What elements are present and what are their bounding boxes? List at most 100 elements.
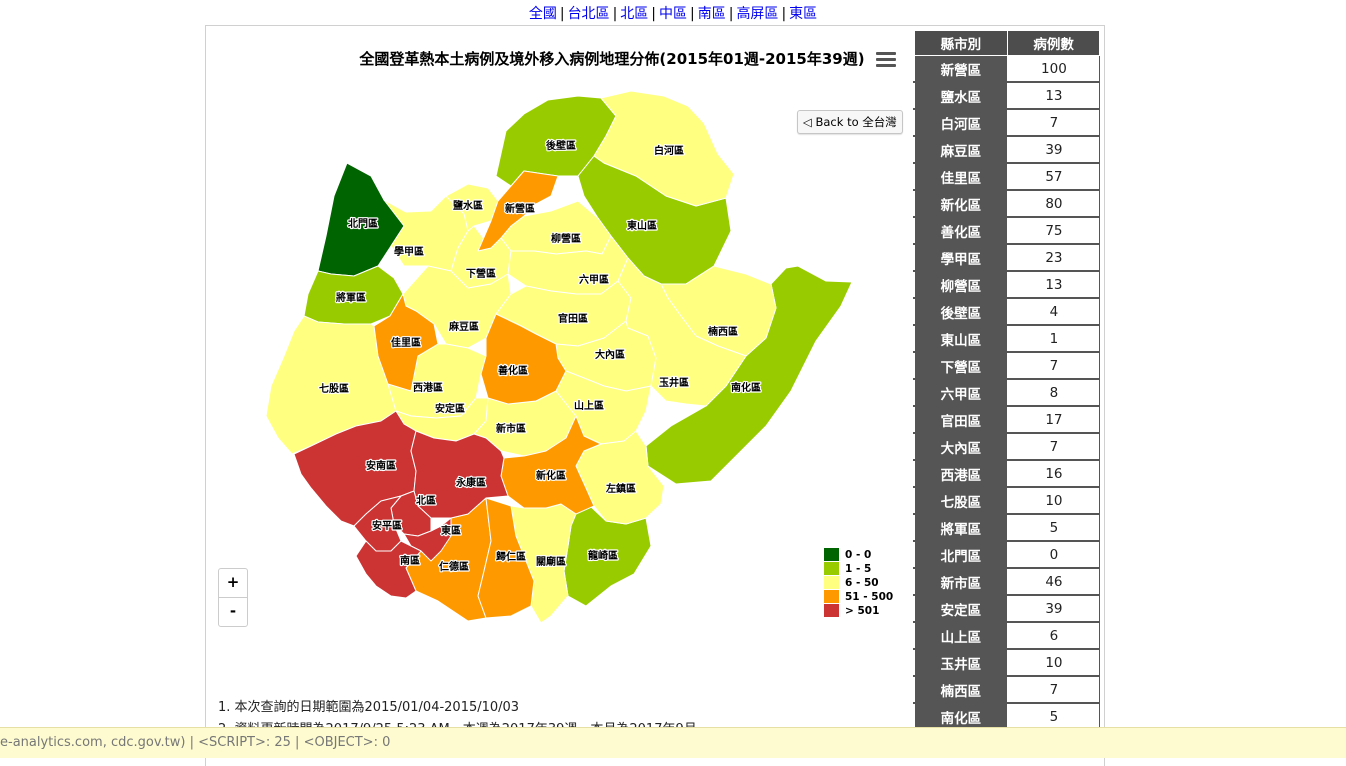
nav-separator: | bbox=[612, 6, 618, 22]
district-name-cell: 善化區 bbox=[913, 217, 1009, 245]
nav-link[interactable]: 台北區 bbox=[567, 6, 610, 22]
district-region[interactable] bbox=[410, 430, 509, 519]
case-count-cell: 75 bbox=[1007, 217, 1100, 245]
district-region[interactable] bbox=[477, 170, 559, 252]
table-row: 麻豆區 39 bbox=[913, 136, 1100, 164]
table-row: 玉井區 10 bbox=[913, 649, 1100, 677]
district-label: 安定區 bbox=[435, 402, 465, 415]
district-name-cell: 新化區 bbox=[913, 190, 1009, 218]
district-label: 鹽水區 bbox=[453, 199, 483, 212]
case-count-table-container[interactable]: 縣市別 病例數 新營區 100 鹽水區 13 白河區 7 麻豆區 39 佳里區 57 新化區 80 善化… bbox=[913, 30, 1101, 757]
table-row: 七股區 10 bbox=[913, 487, 1100, 515]
nav-separator: | bbox=[690, 6, 695, 22]
table-row: 將軍區 5 bbox=[913, 514, 1100, 542]
case-count-cell: 80 bbox=[1007, 190, 1100, 218]
district-name-cell: 將軍區 bbox=[913, 514, 1009, 542]
district-shapes bbox=[265, 90, 853, 624]
legend-swatch bbox=[824, 604, 839, 617]
district-region[interactable] bbox=[480, 313, 567, 405]
case-count-cell: 7 bbox=[1007, 676, 1100, 704]
back-to-taiwan-button[interactable]: ◁ Back to 全台灣 bbox=[797, 110, 903, 134]
district-region[interactable] bbox=[617, 257, 747, 407]
case-count-cell: 16 bbox=[1007, 460, 1100, 488]
district-label: 北門區 bbox=[348, 217, 378, 230]
zoom-out-button[interactable]: - bbox=[219, 597, 247, 626]
legend-label: > 501 bbox=[845, 605, 880, 617]
nav-link[interactable]: 全國 bbox=[528, 6, 557, 22]
district-name-cell: 北門區 bbox=[913, 541, 1009, 569]
nav-link[interactable]: 東區 bbox=[789, 6, 818, 22]
district-label: 安南區 bbox=[366, 459, 396, 472]
district-name-cell: 六甲區 bbox=[913, 379, 1009, 407]
case-count-cell: 1 bbox=[1007, 325, 1100, 353]
district-label: 安平區 bbox=[372, 519, 402, 532]
district-name-cell: 山上區 bbox=[913, 622, 1009, 650]
zoom-in-button[interactable]: + bbox=[226, 573, 240, 591]
table-row: 新化區 80 bbox=[913, 190, 1100, 218]
table-row: 東山區 1 bbox=[913, 325, 1100, 353]
case-count-cell: 100 bbox=[1007, 55, 1100, 83]
district-label: 新化區 bbox=[536, 469, 566, 482]
district-label: 新市區 bbox=[496, 422, 526, 435]
nav-link[interactable]: 北區 bbox=[620, 6, 649, 22]
district-label: 南化區 bbox=[731, 381, 761, 394]
case-count-cell: 6 bbox=[1007, 622, 1100, 650]
nav-link[interactable]: 南區 bbox=[697, 6, 726, 22]
district-name-cell: 白河區 bbox=[913, 109, 1009, 137]
table-row: 安定區 39 bbox=[913, 595, 1100, 623]
header-district[interactable]: 縣市別 bbox=[913, 30, 1009, 56]
district-map[interactable]: 北門區將軍區後壁區東山區南化區龍崎區白河區鹽水區學甲區柳營區下營區六甲區麻豆區官… bbox=[206, 26, 1104, 666]
legend-item[interactable]: 1 - 5 bbox=[824, 562, 893, 576]
case-count-table: 縣市別 病例數 新營區 100 鹽水區 13 白河區 7 麻豆區 39 佳里區 57 新化區 80 善化… bbox=[913, 30, 1100, 731]
nav-separator: | bbox=[559, 6, 565, 22]
district-region[interactable] bbox=[477, 497, 535, 619]
legend-swatch bbox=[824, 576, 839, 589]
district-label: 官田區 bbox=[558, 312, 588, 325]
district-name-cell: 鹽水區 bbox=[913, 82, 1009, 110]
map-title: 全國登革熱本土病例及境外移入病例地理分佈(2015年01週-2015年39週) bbox=[359, 50, 865, 68]
legend-label: 6 - 50 bbox=[845, 577, 879, 589]
district-label: 楠西區 bbox=[707, 325, 738, 338]
district-name-cell: 楠西區 bbox=[913, 676, 1009, 704]
district-label: 大內區 bbox=[595, 348, 625, 361]
zoom-control: + - bbox=[218, 568, 248, 627]
district-label: 山上區 bbox=[574, 399, 604, 412]
district-label: 左鎮區 bbox=[605, 482, 636, 495]
legend-item[interactable]: 0 - 0 bbox=[824, 548, 893, 562]
case-count-cell: 17 bbox=[1007, 406, 1100, 434]
legend-item[interactable]: > 501 bbox=[824, 604, 893, 618]
district-label: 六甲區 bbox=[579, 273, 609, 286]
nav-link[interactable]: 中區 bbox=[659, 6, 687, 22]
region-nav: 全國 | 台北區 | 北區 | 中區 | 南區 | 高屏區 | 東區 bbox=[0, 5, 1346, 23]
table-row: 南化區 5 bbox=[913, 703, 1100, 731]
district-label: 將軍區 bbox=[336, 291, 366, 304]
hamburger-menu-icon[interactable] bbox=[876, 52, 896, 70]
district-label: 西港區 bbox=[413, 381, 443, 394]
table-row: 鹽水區 13 bbox=[913, 82, 1100, 110]
legend-swatch bbox=[824, 590, 839, 603]
legend-label: 51 - 500 bbox=[845, 591, 894, 603]
case-count-cell: 7 bbox=[1007, 433, 1100, 461]
legend-item[interactable]: 6 - 50 bbox=[824, 576, 893, 590]
district-name-cell: 學甲區 bbox=[913, 244, 1009, 272]
table-row: 六甲區 8 bbox=[913, 379, 1100, 407]
district-label: 永康區 bbox=[455, 476, 486, 489]
district-label: 龍崎區 bbox=[588, 549, 618, 562]
district-region[interactable] bbox=[355, 540, 422, 599]
district-label: 東山區 bbox=[627, 219, 657, 232]
nav-link[interactable]: 高屏區 bbox=[736, 6, 779, 22]
district-label: 白河區 bbox=[654, 144, 684, 157]
district-region[interactable] bbox=[373, 293, 439, 392]
district-name-cell: 新營區 bbox=[913, 55, 1009, 83]
district-name-cell: 東山區 bbox=[913, 325, 1009, 353]
case-count-cell: 7 bbox=[1007, 352, 1100, 380]
case-count-cell: 7 bbox=[1007, 109, 1100, 137]
district-region[interactable] bbox=[593, 90, 735, 207]
legend-item[interactable]: 51 - 500 bbox=[824, 590, 893, 604]
case-count-cell: 13 bbox=[1007, 82, 1100, 110]
table-row: 北門區 0 bbox=[913, 541, 1100, 569]
legend-swatch bbox=[824, 548, 839, 561]
case-count-cell: 5 bbox=[1007, 514, 1100, 542]
header-case-count[interactable]: 病例數 bbox=[1007, 30, 1100, 56]
district-name-cell: 官田區 bbox=[913, 406, 1009, 434]
